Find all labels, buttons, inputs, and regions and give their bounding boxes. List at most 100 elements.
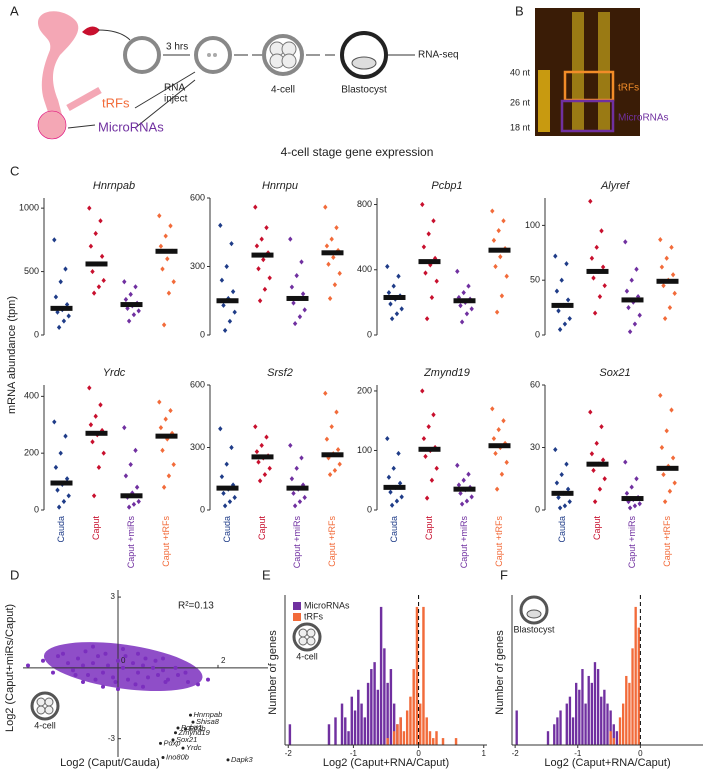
- histogram-bar: [383, 648, 386, 745]
- histogram-bar: [435, 731, 438, 745]
- histogram-bar: [415, 606, 419, 745]
- data-point: [261, 257, 266, 263]
- data-point: [101, 450, 106, 456]
- median-bar: [216, 298, 239, 304]
- data-point: [661, 471, 666, 478]
- median-bar: [321, 452, 344, 458]
- data-point: [326, 261, 331, 267]
- data-point: [490, 406, 495, 412]
- data-point: [624, 490, 630, 496]
- data-point: [51, 670, 55, 675]
- data-point: [56, 654, 60, 659]
- histogram-bar: [386, 738, 389, 745]
- mirna-box: [560, 99, 615, 133]
- data-point: [151, 665, 155, 670]
- histogram-bar: [412, 669, 415, 745]
- four-cell-embryo: [262, 34, 304, 76]
- data-point: [297, 314, 303, 320]
- median-bar: [656, 278, 679, 284]
- data-point: [122, 425, 127, 431]
- data-point: [667, 305, 673, 311]
- data-point: [337, 270, 342, 276]
- data-point: [397, 480, 403, 486]
- data-point: [554, 480, 560, 486]
- data-point: [599, 228, 604, 234]
- data-point: [434, 278, 439, 284]
- category-label: Caput: [257, 516, 267, 541]
- data-point: [257, 478, 263, 484]
- data-point: [61, 318, 67, 324]
- x-tick-label: -1: [350, 749, 358, 758]
- data-point: [597, 486, 603, 492]
- icon-cell: [306, 628, 316, 638]
- point-label: Pdxp: [164, 738, 181, 747]
- median-bar: [586, 461, 609, 467]
- data-point: [136, 308, 141, 314]
- histogram-bar: [454, 738, 458, 745]
- histogram-bar: [288, 724, 292, 745]
- median-bar: [286, 485, 309, 491]
- chart-title: 4-cell stage gene expression: [281, 145, 434, 159]
- y-tick-label: 60: [530, 379, 540, 389]
- data-point: [161, 484, 167, 490]
- data-point: [494, 486, 500, 492]
- data-point: [562, 321, 568, 327]
- data-point: [52, 419, 57, 425]
- histogram-bar: [418, 703, 422, 745]
- labeled-point: [161, 756, 165, 760]
- data-point: [469, 306, 474, 312]
- data-point: [52, 237, 57, 243]
- point-label: Ino80b: [166, 753, 189, 762]
- data-point: [131, 312, 137, 318]
- data-point: [86, 672, 90, 677]
- data-point: [458, 490, 463, 496]
- histogram-bar: [363, 717, 367, 745]
- data-point: [504, 459, 509, 465]
- data-point: [297, 499, 303, 505]
- data-point: [161, 668, 165, 673]
- data-point: [557, 326, 563, 333]
- y-tick-label: 600: [190, 192, 205, 202]
- point-label: Shisa8: [196, 717, 220, 726]
- data-point: [253, 204, 258, 210]
- y-axis-label: mRNA abundance (tpm): [6, 296, 18, 414]
- data-point: [589, 255, 595, 261]
- data-point: [456, 482, 462, 488]
- data-point: [58, 450, 63, 456]
- y-tick-label: 0: [535, 504, 540, 514]
- data-point: [337, 461, 342, 467]
- data-point: [262, 471, 268, 478]
- category-label: Caput +tRFs: [494, 516, 504, 567]
- histogram-bar: [609, 731, 612, 745]
- data-point: [664, 428, 669, 434]
- median-bar: [251, 252, 274, 258]
- zygote-injected: [194, 36, 232, 74]
- median-bar: [286, 295, 309, 301]
- icon-cell: [36, 697, 46, 707]
- data-point: [161, 322, 167, 328]
- data-point: [459, 319, 465, 325]
- data-point: [156, 672, 160, 677]
- data-point: [329, 236, 334, 242]
- labeled-point: [191, 720, 195, 724]
- y-tick-label: 0: [200, 504, 205, 514]
- panel-label: C: [10, 163, 19, 178]
- data-point: [302, 307, 307, 313]
- histogram-bar: [376, 689, 380, 745]
- data-point: [157, 213, 162, 219]
- data-point: [121, 665, 125, 670]
- data-point: [81, 663, 85, 668]
- data-point: [424, 316, 430, 322]
- histogram-bar: [553, 724, 556, 745]
- y-tick-label: 0: [367, 504, 372, 514]
- data-point: [221, 490, 226, 496]
- median-bar: [656, 465, 679, 471]
- data-point: [90, 268, 95, 275]
- histogram-bar: [600, 696, 603, 745]
- data-point: [55, 309, 60, 315]
- data-point: [229, 241, 234, 247]
- histogram-bar: [409, 696, 412, 745]
- data-point: [669, 407, 674, 413]
- data-point: [670, 455, 676, 461]
- data-point: [103, 651, 108, 656]
